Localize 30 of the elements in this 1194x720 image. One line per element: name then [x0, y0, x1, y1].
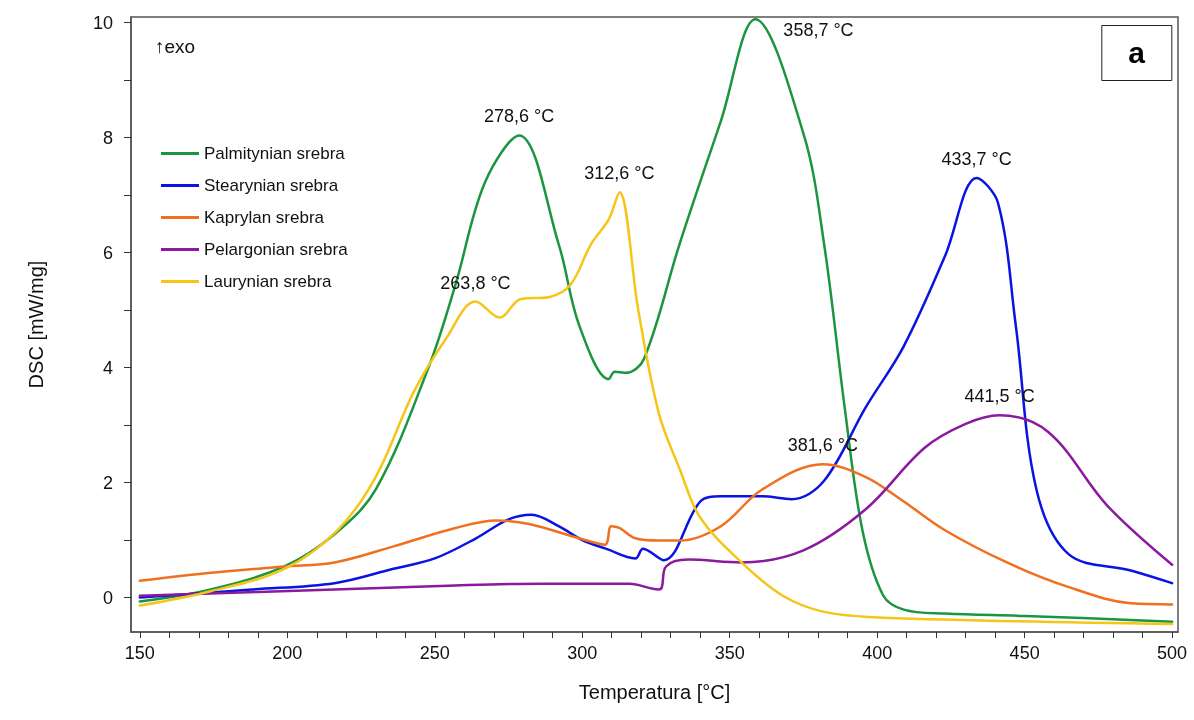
x-tick-label: 200: [272, 643, 303, 663]
y-tick-label: 6: [102, 242, 113, 263]
x-axis-title: Temperatura [°C]: [578, 681, 731, 703]
y-tick-label: 2: [102, 472, 113, 493]
x-tick-label: 150: [124, 643, 155, 663]
legend-label: Kaprylan srebra: [204, 208, 325, 227]
annotation: ↑exo: [155, 36, 196, 57]
annotation: 433,7 °C: [941, 148, 1012, 169]
text: a: [1128, 35, 1146, 69]
legend-label: Pelargonian srebra: [204, 240, 349, 259]
annotation: 312,6 °C: [584, 163, 655, 184]
line-series: [138, 18, 1174, 623]
y-axis-title: DSC [mW/mg]: [25, 260, 47, 389]
line-series: [138, 462, 1174, 606]
legend-label: Palmitynian srebra: [204, 144, 346, 163]
legend-label: Laurynian srebra: [204, 272, 333, 291]
y-tick-label: 8: [102, 127, 113, 148]
line-series: [138, 414, 1174, 598]
y-tick-label: 4: [102, 357, 113, 378]
annotation: 278,6 °C: [484, 106, 555, 127]
legend-label: Stearynian srebra: [204, 176, 339, 195]
x-tick-label: 500: [1157, 643, 1188, 663]
y-tick-label: 0: [102, 587, 113, 608]
x-tick-label: 350: [714, 643, 745, 663]
x-tick-label: 250: [419, 643, 450, 663]
x-tick-label: 400: [862, 643, 893, 663]
y-tick-label: 10: [92, 12, 113, 33]
x-tick-label: 300: [567, 643, 598, 663]
x-tick-label: 450: [1009, 643, 1040, 663]
annotation: 358,7 °C: [783, 20, 854, 41]
